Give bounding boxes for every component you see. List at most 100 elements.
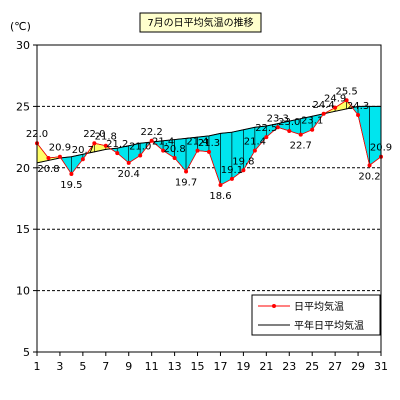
chart-title-box xyxy=(139,12,262,33)
data-label-2: 20.8 xyxy=(37,164,59,175)
daily-point-26 xyxy=(321,111,326,116)
x-tick-label-5: 5 xyxy=(79,360,86,373)
daily-point-22 xyxy=(275,125,280,130)
data-label-12: 21.4 xyxy=(152,137,174,148)
x-tick-label-17: 17 xyxy=(213,360,227,373)
data-labels: 22.020.820.919.520.722.021.821.220.421.0… xyxy=(26,86,392,202)
chart-title: 7月の日平均気温の推移 xyxy=(139,12,262,33)
data-label-14: 19.7 xyxy=(175,177,197,188)
x-tick-label-3: 3 xyxy=(56,360,63,373)
chart-title-text: 7月の日平均気温の推移 xyxy=(147,16,253,29)
x-tick-label-15: 15 xyxy=(191,360,205,373)
x-tick-label-19: 19 xyxy=(236,360,250,373)
y-tick-label-20: 20 xyxy=(16,162,30,175)
legend: 日平均気温 平年日平均気温 xyxy=(251,294,381,336)
y-tick-label-30: 30 xyxy=(16,39,30,52)
data-label-25: 23.1 xyxy=(301,116,323,127)
x-tick-label-27: 27 xyxy=(328,360,342,373)
data-label-17: 18.6 xyxy=(209,191,231,202)
data-label-4: 19.5 xyxy=(60,180,82,191)
daily-point-2 xyxy=(46,155,51,160)
y-axis-ticks: 5 10 15 20 25 30 xyxy=(16,39,37,359)
fill-below-segment-16 xyxy=(220,131,233,186)
data-label-15: 21.4 xyxy=(186,137,208,148)
daily-temperature-series xyxy=(35,98,383,187)
legend-marker-daily xyxy=(272,304,276,308)
daily-point-30 xyxy=(367,163,372,168)
data-label-24: 22.7 xyxy=(290,141,312,152)
x-tick-label-11: 11 xyxy=(145,360,159,373)
daily-point-6 xyxy=(92,141,97,146)
data-label-27: 24.9 xyxy=(324,94,346,105)
x-tick-label-9: 9 xyxy=(125,360,132,373)
daily-point-5 xyxy=(80,157,85,162)
data-label-19: 19.8 xyxy=(232,156,254,167)
data-label-30: 20.2 xyxy=(358,171,380,182)
data-label-26: 24.4 xyxy=(313,100,335,111)
x-tick-label-1: 1 xyxy=(34,360,41,373)
daily-point-8 xyxy=(115,151,120,156)
x-tick-label-23: 23 xyxy=(282,360,296,373)
data-label-11: 22.2 xyxy=(141,127,163,138)
x-axis-ticks: 1 3 5 7 9 11 13 15 17 19 21 23 25 27 29 31 xyxy=(34,352,388,373)
data-label-29: 24.3 xyxy=(347,101,369,112)
x-tick-label-21: 21 xyxy=(259,360,273,373)
daily-point-9 xyxy=(126,160,131,165)
data-label-28: 25.5 xyxy=(335,86,357,97)
data-label-10: 21.0 xyxy=(129,142,151,153)
data-label-22: 23.3 xyxy=(267,113,289,124)
data-label-13: 20.8 xyxy=(163,144,185,155)
daily-point-16 xyxy=(207,149,211,154)
daily-point-12 xyxy=(161,148,166,153)
daily-point-27 xyxy=(333,105,338,110)
daily-point-15 xyxy=(195,148,200,153)
data-label-23: 23.0 xyxy=(278,117,300,128)
difference-fill xyxy=(36,99,382,186)
x-tick-label-31: 31 xyxy=(374,360,388,373)
daily-point-17 xyxy=(218,182,223,187)
y-axis-label: (℃) xyxy=(10,20,31,33)
y-tick-label-15: 15 xyxy=(16,223,30,236)
fill-below-segment-3 xyxy=(71,153,84,175)
daily-point-7 xyxy=(103,143,108,148)
x-tick-label-7: 7 xyxy=(102,360,109,373)
daily-point-28 xyxy=(344,98,349,103)
data-label-3: 20.9 xyxy=(49,143,71,154)
daily-point-3 xyxy=(57,154,62,159)
daily-point-14 xyxy=(184,169,189,174)
daily-point-13 xyxy=(172,155,177,160)
daily-point-18 xyxy=(229,176,234,181)
daily-point-25 xyxy=(310,127,315,132)
data-label-6: 22.0 xyxy=(83,129,105,140)
daily-point-21 xyxy=(264,135,269,140)
plot-area-frame xyxy=(36,44,382,353)
data-label-8: 21.2 xyxy=(106,139,128,150)
data-label-7: 21.8 xyxy=(95,132,117,143)
legend-label-daily: 日平均気温 xyxy=(294,300,344,313)
data-label-20: 21.4 xyxy=(244,137,266,148)
daily-point-20 xyxy=(252,148,257,153)
daily-point-24 xyxy=(298,132,303,137)
y-tick-label-5: 5 xyxy=(23,346,30,359)
daily-point-23 xyxy=(287,128,292,133)
grid-lines xyxy=(37,105,381,292)
x-tick-label-25: 25 xyxy=(305,360,319,373)
data-label-9: 20.4 xyxy=(118,169,140,180)
legend-label-normal: 平年日平均気温 xyxy=(294,319,364,332)
y-tick-label-10: 10 xyxy=(16,285,30,298)
data-label-18: 19.1 xyxy=(221,165,243,176)
daily-point-29 xyxy=(356,112,361,117)
daily-point-4 xyxy=(69,171,74,176)
x-tick-label-13: 13 xyxy=(168,360,182,373)
daily-point-10 xyxy=(138,153,143,158)
y-tick-label-25: 25 xyxy=(16,100,30,113)
fill-above-segment-0 xyxy=(36,142,49,164)
data-label-21: 22.5 xyxy=(255,123,277,134)
legend-box xyxy=(251,294,381,336)
daily-point-11 xyxy=(149,138,154,143)
data-label-16: 21.3 xyxy=(198,138,220,149)
data-label-5: 20.7 xyxy=(72,145,94,156)
x-tick-label-29: 29 xyxy=(351,360,365,373)
daily-point-19 xyxy=(241,168,246,173)
